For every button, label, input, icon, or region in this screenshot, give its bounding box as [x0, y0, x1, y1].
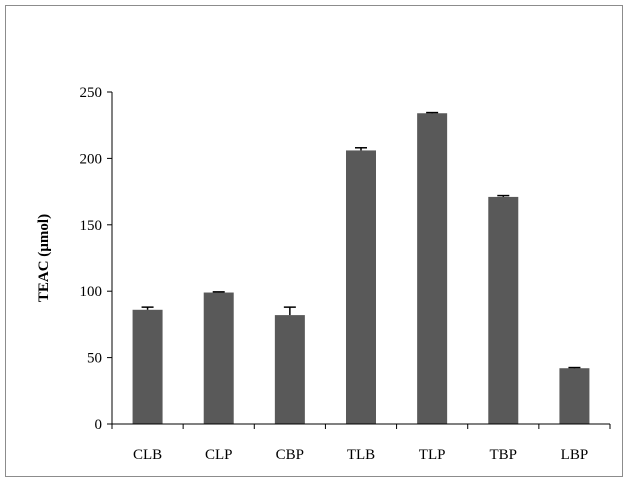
y-tick-label: 200	[80, 151, 103, 167]
y-tick-label: 50	[87, 351, 102, 367]
bars-group	[132, 113, 590, 425]
x-tick-label: TLP	[419, 447, 446, 463]
bar	[488, 196, 519, 424]
x-tick-label: CLP	[205, 447, 233, 463]
chart-frame	[5, 5, 623, 477]
bar	[559, 368, 590, 424]
y-tick-label: 150	[80, 218, 103, 234]
x-ticks-group: CLB CLP CBP TLB TLP TBP LBP	[111, 424, 611, 463]
error-bars-group	[141, 111, 581, 369]
y-tick-label: 0	[95, 417, 103, 433]
error-bar	[568, 366, 581, 369]
x-tick-label: TLB	[347, 447, 375, 463]
bar	[274, 315, 305, 424]
bar	[132, 309, 163, 424]
bar	[203, 292, 234, 424]
error-bar	[497, 194, 510, 197]
x-tick-label: TBP	[490, 447, 518, 463]
error-bar	[141, 306, 154, 310]
error-bar	[426, 111, 439, 114]
error-bar	[283, 306, 296, 316]
x-tick-label: CBP	[276, 447, 304, 463]
bar	[346, 150, 376, 424]
x-tick-label: CLB	[133, 447, 162, 463]
error-bar	[355, 147, 367, 151]
error-bar	[212, 291, 225, 293]
y-tick-label: 100	[80, 284, 103, 300]
x-tick-label: LBP	[561, 447, 589, 463]
y-ticks-group: 0 50 100 150 200 250	[80, 85, 112, 433]
bar	[417, 113, 448, 425]
y-axis-title: TEAC (µmol)	[36, 214, 52, 302]
y-tick-label: 250	[80, 85, 103, 101]
